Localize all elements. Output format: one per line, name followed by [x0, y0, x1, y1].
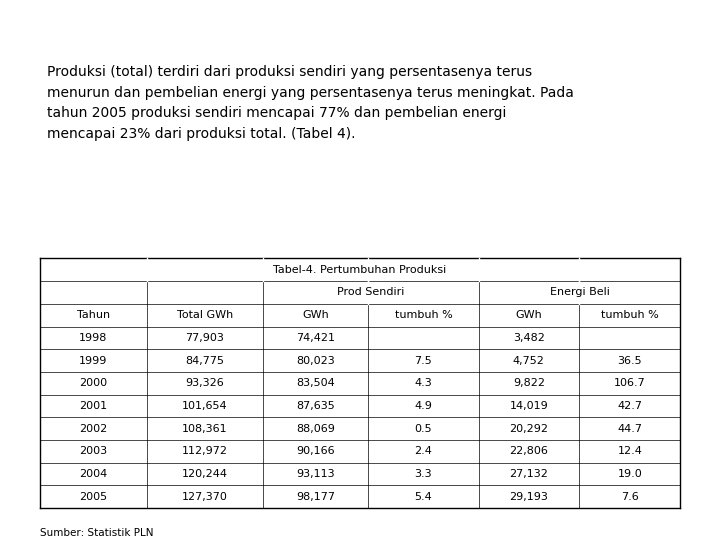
Text: 88,069: 88,069 [296, 424, 335, 434]
Text: 7.6: 7.6 [621, 492, 639, 502]
Text: 4.3: 4.3 [415, 379, 432, 388]
Text: Energi Beli: Energi Beli [549, 287, 609, 298]
Text: Prod Sendiri: Prod Sendiri [337, 287, 404, 298]
Text: 29,193: 29,193 [510, 492, 549, 502]
Text: 2001: 2001 [79, 401, 107, 411]
Text: 5.4: 5.4 [415, 492, 432, 502]
Text: 3.3: 3.3 [415, 469, 432, 479]
Text: 120,244: 120,244 [182, 469, 228, 479]
Text: 87,635: 87,635 [296, 401, 335, 411]
Text: 93,326: 93,326 [186, 379, 225, 388]
Text: 2.4: 2.4 [415, 447, 433, 456]
Text: 84,775: 84,775 [186, 355, 225, 366]
Text: 93,113: 93,113 [296, 469, 335, 479]
Text: 80,023: 80,023 [296, 355, 335, 366]
Text: 36.5: 36.5 [618, 355, 642, 366]
Text: 14,019: 14,019 [510, 401, 548, 411]
Text: 0.5: 0.5 [415, 424, 432, 434]
Text: 27,132: 27,132 [510, 469, 549, 479]
Text: GWh: GWh [302, 310, 329, 320]
Text: 1998: 1998 [79, 333, 107, 343]
Text: 19.0: 19.0 [618, 469, 642, 479]
Text: tumbuh %: tumbuh % [395, 310, 452, 320]
Text: 4,752: 4,752 [513, 355, 545, 366]
Text: 2000: 2000 [79, 379, 107, 388]
Text: 83,504: 83,504 [296, 379, 335, 388]
Text: 77,903: 77,903 [186, 333, 225, 343]
Text: 12.4: 12.4 [617, 447, 642, 456]
Text: 9,822: 9,822 [513, 379, 545, 388]
Text: Total GWh: Total GWh [177, 310, 233, 320]
Text: 2003: 2003 [79, 447, 107, 456]
Text: 1999: 1999 [79, 355, 107, 366]
Text: 42.7: 42.7 [617, 401, 642, 411]
Text: 44.7: 44.7 [617, 424, 642, 434]
Text: 4.9: 4.9 [415, 401, 433, 411]
Text: Tahun: Tahun [77, 310, 110, 320]
Text: 98,177: 98,177 [296, 492, 335, 502]
Text: 2002: 2002 [79, 424, 107, 434]
Text: 106.7: 106.7 [614, 379, 646, 388]
Text: 101,654: 101,654 [182, 401, 228, 411]
Text: 108,361: 108,361 [182, 424, 228, 434]
Text: 90,166: 90,166 [296, 447, 335, 456]
Text: 74,421: 74,421 [296, 333, 335, 343]
Text: 22,806: 22,806 [510, 447, 549, 456]
Text: 4. Produksi: 4. Produksi [13, 16, 127, 34]
Text: Sumber: Statistik PLN: Sumber: Statistik PLN [40, 528, 153, 538]
Text: 3,482: 3,482 [513, 333, 545, 343]
Text: 127,370: 127,370 [182, 492, 228, 502]
Text: 7.5: 7.5 [415, 355, 432, 366]
Text: 2004: 2004 [79, 469, 107, 479]
Text: Produksi (total) terdiri dari produksi sendiri yang persentasenya terus
menurun : Produksi (total) terdiri dari produksi s… [47, 65, 574, 141]
Text: 20,292: 20,292 [509, 424, 549, 434]
Text: GWh: GWh [516, 310, 542, 320]
Text: tumbuh %: tumbuh % [601, 310, 659, 320]
Text: Tabel-4. Pertumbuhan Produksi: Tabel-4. Pertumbuhan Produksi [274, 265, 446, 275]
Text: 2005: 2005 [79, 492, 107, 502]
Text: 112,972: 112,972 [182, 447, 228, 456]
